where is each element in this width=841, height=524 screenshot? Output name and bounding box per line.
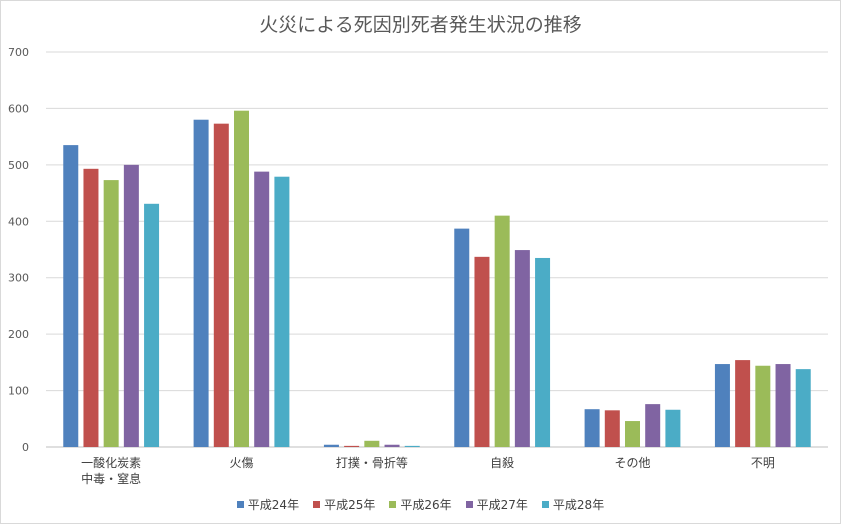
x-tick-label: 一酸化炭素 <box>81 455 141 470</box>
bar <box>625 421 640 447</box>
y-tick-label: 600 <box>8 102 29 115</box>
legend: 平成24年 平成25年 平成26年 平成27年 平成28年 <box>1 496 840 513</box>
bar <box>584 409 600 447</box>
legend-label: 平成26年 <box>400 498 452 512</box>
bar <box>123 164 139 447</box>
bar <box>404 445 420 447</box>
bar <box>735 360 751 447</box>
legend-swatch <box>465 501 473 508</box>
bar <box>535 257 551 447</box>
legend-swatch <box>236 501 244 508</box>
bar <box>213 123 229 448</box>
y-tick-label: 400 <box>8 215 29 228</box>
y-tick-label: 100 <box>8 385 29 398</box>
bar <box>604 410 620 447</box>
x-tick-label: 自殺 <box>490 456 514 470</box>
chart-title: 火災による死因別死者発生状況の推移 <box>259 14 582 36</box>
x-tick-label: その他 <box>614 456 650 470</box>
bar <box>494 215 510 447</box>
legend-label: 平成24年 <box>247 498 300 512</box>
bar <box>755 365 771 447</box>
bar <box>795 369 811 447</box>
bar <box>454 228 470 447</box>
bar <box>384 444 400 447</box>
y-tick-label: 500 <box>8 159 29 172</box>
bar <box>274 176 290 447</box>
legend-swatch <box>389 501 397 508</box>
y-tick-label: 700 <box>8 46 29 59</box>
bar <box>254 171 270 447</box>
legend-item: 平成24年 <box>236 496 300 513</box>
y-tick-label: 300 <box>8 272 29 285</box>
bar <box>665 409 681 447</box>
bar <box>474 256 490 447</box>
bar <box>344 445 360 447</box>
bar <box>514 250 530 447</box>
legend-label: 平成27年 <box>476 498 528 512</box>
legend-item: 平成25年 <box>313 496 375 513</box>
x-tick-label: 火傷 <box>229 455 253 470</box>
x-tick-label: 打撲・骨折等 <box>336 455 408 470</box>
y-tick-label: 0 <box>22 441 29 454</box>
legend-swatch <box>541 501 549 508</box>
bar <box>645 404 661 447</box>
bar <box>364 440 380 447</box>
legend-item: 平成27年 <box>465 496 528 513</box>
legend-swatch <box>313 501 321 508</box>
y-tick-label: 200 <box>8 328 29 341</box>
x-tick-label: 不明 <box>751 456 775 470</box>
bar <box>63 145 79 447</box>
bar <box>714 364 730 447</box>
bar <box>234 110 249 447</box>
legend-item: 平成28年 <box>541 496 605 513</box>
legend-label: 平成28年 <box>552 498 605 512</box>
bar <box>775 364 791 447</box>
bar <box>103 180 119 448</box>
x-tick-label: 中毒・窒息 <box>81 471 141 486</box>
bar <box>193 119 209 447</box>
legend-item: 平成26年 <box>389 496 452 513</box>
bar <box>144 203 160 447</box>
legend-label: 平成25年 <box>324 498 376 512</box>
bar <box>323 444 339 447</box>
bar <box>83 168 99 448</box>
